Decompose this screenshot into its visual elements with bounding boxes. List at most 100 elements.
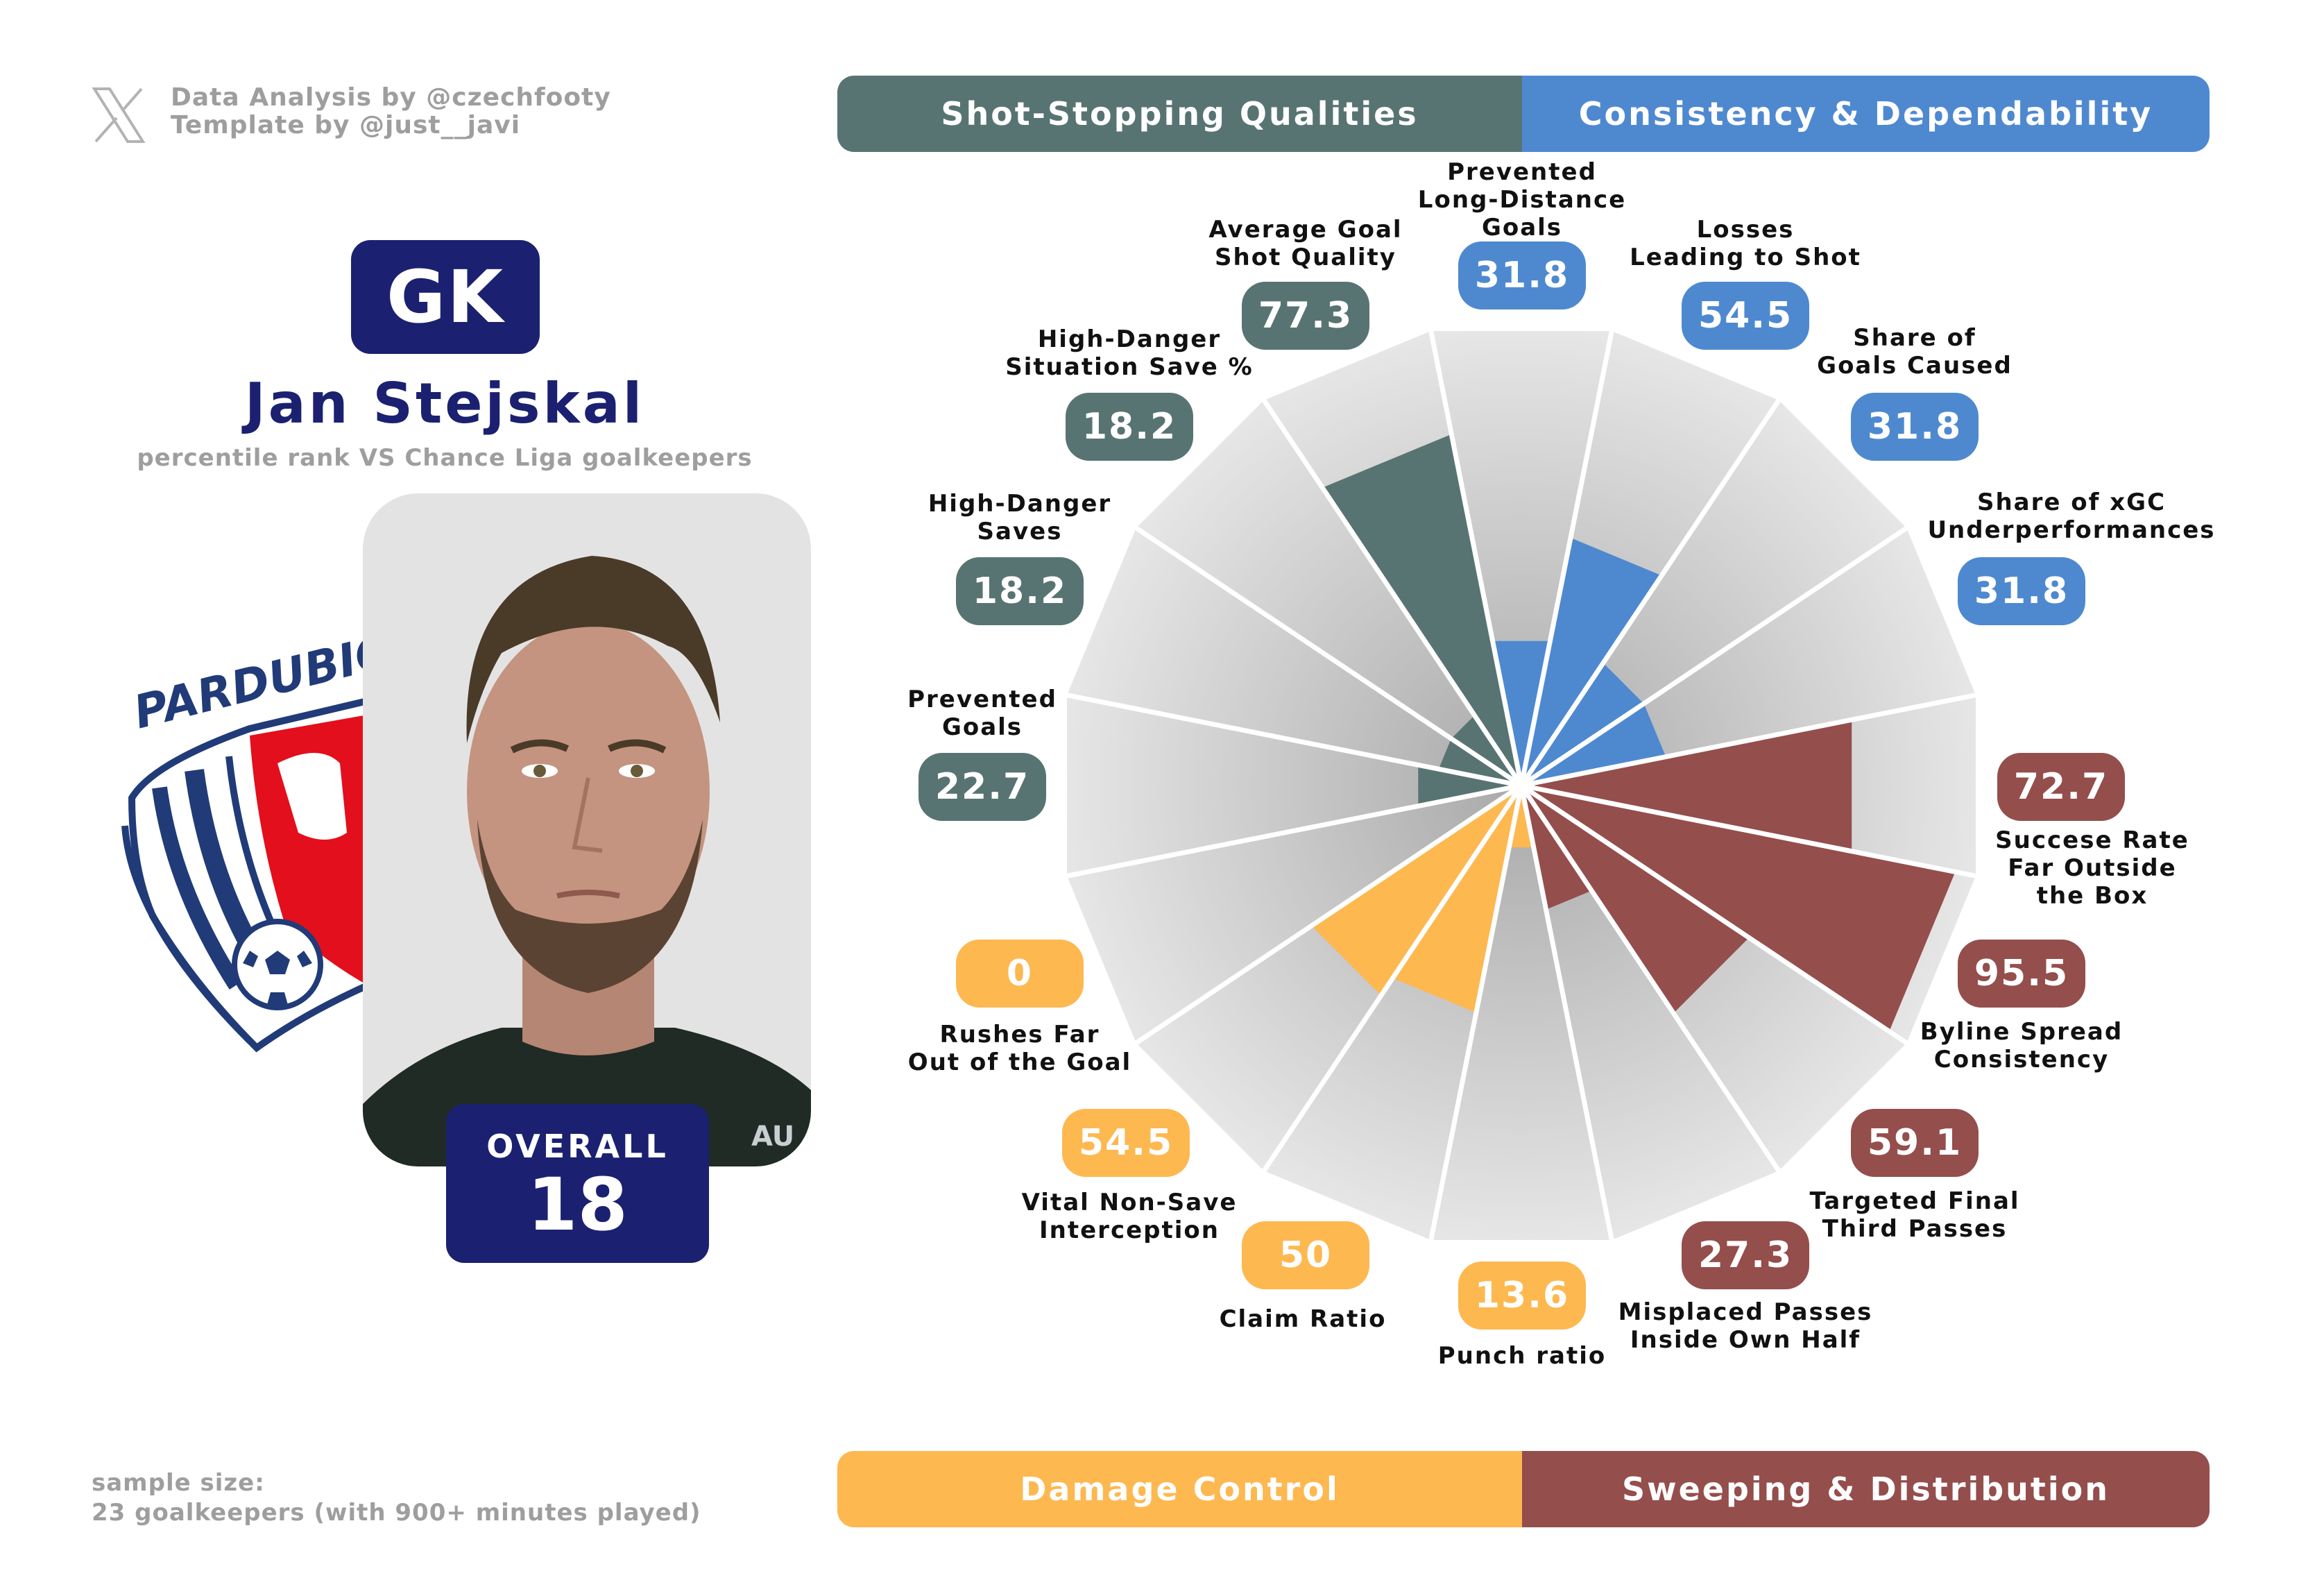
page-subtitle: percentile rank VS Chance Liga goalkeepe… [137, 444, 753, 472]
metric-label-line: Goals Caused [1817, 352, 2013, 380]
metric-label: Share of xGC Underperformances [1927, 489, 2215, 544]
metric-label: Misplaced Passes Inside Own Half [1618, 1298, 1873, 1354]
metric-value-badge: 18.2 [1066, 393, 1193, 461]
bar-6 [1521, 786, 1750, 1014]
category-shot-stopping: Shot-Stopping Qualities [837, 76, 1522, 152]
metric-label: High-Danger Situation Save % [1005, 325, 1253, 381]
bar-12 [1418, 765, 1521, 806]
category-consistency: Consistency & Dependability [1522, 76, 2210, 152]
metric-label: Claim Ratio [1220, 1305, 1387, 1333]
metric-label-line: Saves [977, 518, 1063, 545]
metric-label-line: Losses [1696, 216, 1795, 244]
bar-4 [1521, 720, 1852, 851]
metric-label-line: Far Outside [2008, 854, 2177, 882]
sample-size-label: sample size: [92, 1469, 265, 1497]
metric-label-line: High-Danger [928, 490, 1112, 518]
sector-divider [1129, 783, 1523, 1049]
category-damage-control: Damage Control [837, 1451, 1522, 1527]
metric-label: Prevented Long-Distance Goals [1418, 158, 1626, 241]
metric-value-badge: 59.1 [1851, 1109, 1979, 1177]
metric-label-line: High-Danger [1037, 325, 1222, 353]
sector-background [1067, 786, 1521, 1043]
player-name: Jan Stejskal [244, 371, 645, 436]
metric-value-badge: 22.7 [919, 753, 1046, 821]
metric-value-badge: 18.2 [956, 557, 1084, 625]
metric-label-line: Situation Save % [1005, 353, 1254, 381]
sector-divider [1427, 325, 1524, 786]
sector-divider [1258, 393, 1523, 787]
metric-label: Vital Non-Save Interception [1022, 1189, 1238, 1244]
sample-size-value: 23 goalkeepers (with 900+ minutes played… [92, 1499, 701, 1527]
metric-label: Losses Leading to Shot [1630, 216, 1861, 271]
metric-value-badge: 54.5 [1062, 1109, 1190, 1177]
sector-divider [1520, 783, 1913, 1049]
metric-label-line: Long-Distance [1417, 186, 1627, 214]
metric-value-badge: 31.8 [1458, 241, 1586, 309]
metric-label-line: Prevented [907, 686, 1057, 713]
sector-divider [1519, 325, 1616, 786]
metric-value-badge: 77.3 [1242, 282, 1369, 350]
sector-divider [1258, 784, 1523, 1178]
metric-label-line: Claim Ratio [1219, 1305, 1387, 1333]
sector-divider [1521, 691, 1982, 788]
metric-label: Byline Spread Consistency [1920, 1018, 2123, 1073]
bar-1 [1521, 538, 1662, 786]
sector-divider [1520, 523, 1913, 788]
bar-5 [1521, 786, 1956, 1032]
credit-template: Template by @just__javi [171, 111, 521, 139]
metric-label-line: Underperformances [1927, 516, 2216, 544]
x-logo-icon [92, 87, 146, 143]
metric-label: Average Goal Shot Quality [1208, 216, 1402, 271]
metric-value-badge: 95.5 [1958, 940, 2085, 1008]
category-sweeping: Sweeping & Distribution [1522, 1451, 2210, 1527]
jersey-text: AU [751, 1121, 794, 1153]
metric-label-line: Vital Non-Save [1021, 1189, 1238, 1216]
metric-label-line: Misplaced Passes [1618, 1298, 1873, 1326]
metric-label-line: Punch ratio [1437, 1342, 1607, 1370]
position-badge: GK [351, 240, 540, 354]
metric-label-line: Consistency [1933, 1046, 2110, 1073]
sector-background [1430, 331, 1612, 786]
overall-label: OVERALL [486, 1128, 669, 1165]
bar-7 [1521, 786, 1592, 910]
metric-label-line: the Box [2036, 882, 2148, 910]
metric-label: Succese Rate Far Outside the Box [1995, 826, 2189, 910]
metric-label-line: Share of [1853, 324, 1976, 352]
overall-value: 18 [527, 1162, 628, 1247]
metric-label-line: Average Goal [1208, 216, 1403, 244]
sector-background [1067, 695, 1521, 876]
metric-value-badge: 54.5 [1682, 282, 1809, 350]
bar-10 [1311, 786, 1521, 996]
sector-divider [1129, 523, 1523, 788]
sector-background [1430, 786, 1612, 1240]
bar-14 [1451, 715, 1521, 786]
metric-value-badge: 27.3 [1682, 1221, 1809, 1289]
sector-background [1067, 528, 1521, 786]
metric-value-badge: 50 [1242, 1221, 1369, 1289]
bar-9 [1392, 786, 1521, 1013]
sector-divider [1519, 393, 1784, 787]
metric-label-line: Goals [1481, 214, 1563, 241]
sector-divider [1427, 785, 1524, 1246]
chart-center [1514, 779, 1528, 792]
metric-label: High-Danger Saves [928, 490, 1111, 545]
metric-value-badge: 13.6 [1458, 1262, 1586, 1330]
metric-label-line: Prevented [1447, 158, 1597, 186]
bar-2 [1521, 663, 1644, 786]
sector-background [1136, 400, 1521, 786]
metric-label: Share of Goals Caused [1817, 324, 2013, 380]
club-crest: PARDUBIC [121, 625, 368, 1053]
metric-label-line: Interception [1039, 1216, 1220, 1244]
metric-label-line: Out of the Goal [907, 1049, 1132, 1076]
metric-label-line: Succese Rate [1995, 826, 2189, 854]
metric-label: Rushes Far Out of the Goal [908, 1021, 1131, 1076]
sector-divider [1061, 783, 1522, 880]
metric-label-line: Leading to Shot [1630, 244, 1861, 271]
bar-8 [1509, 786, 1534, 848]
metric-label-line: Third Passes [1822, 1215, 2008, 1243]
metric-label: Punch ratio [1438, 1342, 1607, 1370]
bar-0 [1492, 640, 1550, 786]
metric-value-badge: 31.8 [1958, 557, 2085, 625]
sector-divider [1061, 691, 1522, 788]
